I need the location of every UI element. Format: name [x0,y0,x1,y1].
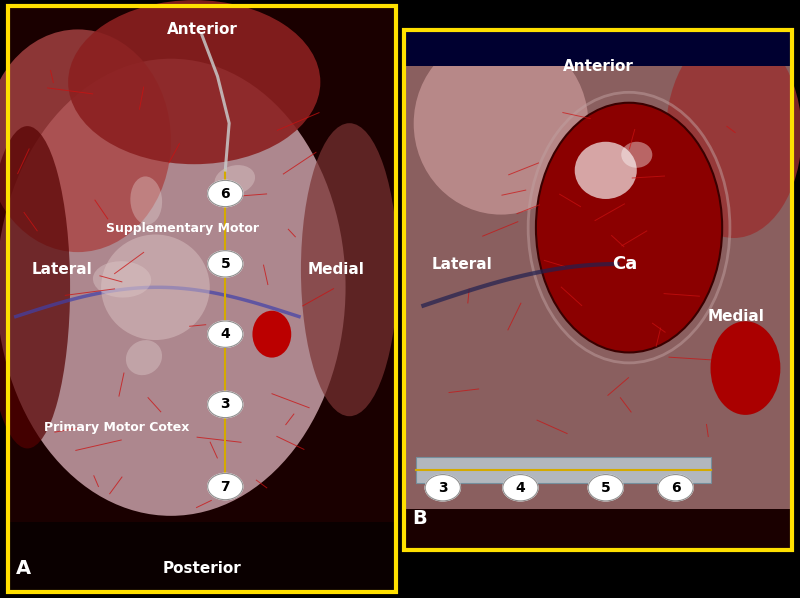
Text: 5: 5 [601,481,610,495]
Bar [404,30,792,550]
Bar [404,30,792,550]
Ellipse shape [574,142,637,199]
Circle shape [208,391,243,417]
Ellipse shape [0,126,70,448]
Bar [404,30,792,508]
Ellipse shape [0,29,171,252]
Ellipse shape [666,30,800,238]
Circle shape [426,475,461,501]
Circle shape [208,321,243,347]
Ellipse shape [93,261,151,298]
Text: Lateral: Lateral [431,257,492,271]
Text: Lateral: Lateral [31,262,92,277]
Text: 6: 6 [670,481,681,495]
Text: Posterior: Posterior [162,561,242,576]
Bar [8,6,396,592]
Text: Medial: Medial [708,309,765,324]
Ellipse shape [536,103,722,352]
Text: 4: 4 [221,327,230,341]
Ellipse shape [130,176,162,225]
Text: Medial: Medial [308,262,365,277]
Text: Primary Motor Cotex: Primary Motor Cotex [44,422,190,434]
Text: 3: 3 [438,481,448,495]
Text: 3: 3 [221,398,230,411]
Circle shape [658,475,693,501]
Text: A: A [16,560,31,578]
Ellipse shape [622,142,652,168]
Ellipse shape [414,32,588,215]
Bar [8,521,396,592]
Text: B: B [412,509,426,528]
Bar [8,6,396,592]
Ellipse shape [710,321,780,415]
Circle shape [588,475,623,501]
Ellipse shape [68,0,320,164]
Circle shape [502,475,538,501]
Text: 7: 7 [221,480,230,493]
Bar [416,456,710,483]
Circle shape [208,474,243,500]
Text: 4: 4 [515,481,526,495]
Text: Supplementary Motor: Supplementary Motor [106,222,259,235]
Circle shape [208,251,243,277]
Circle shape [208,181,243,207]
Ellipse shape [301,123,398,416]
Bar [404,30,792,66]
Ellipse shape [0,59,346,516]
Ellipse shape [126,340,162,375]
Text: 6: 6 [221,187,230,200]
Text: Anterior: Anterior [166,22,238,37]
Text: Ca: Ca [613,255,638,273]
Ellipse shape [214,165,255,195]
Text: Anterior: Anterior [562,59,634,74]
Text: 5: 5 [221,257,230,271]
Ellipse shape [101,234,210,340]
Ellipse shape [253,311,291,358]
